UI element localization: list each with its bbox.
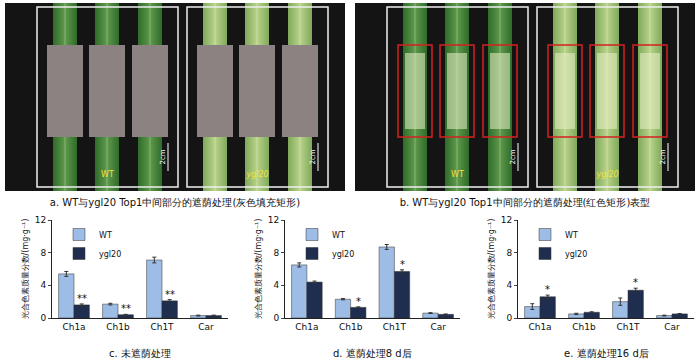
- svg-text:8: 8: [40, 248, 46, 258]
- svg-text:Car: Car: [664, 322, 680, 332]
- svg-text:*: *: [545, 284, 550, 295]
- svg-text:光合色素质量分数/(mg·g⁻¹): 光合色素质量分数/(mg·g⁻¹): [487, 219, 496, 320]
- svg-text:b. WT与ygl20 Top1中间部分的遮荫处理(红色矩形: b. WT与ygl20 Top1中间部分的遮荫处理(红色矩形)表型: [400, 197, 651, 208]
- svg-text:8: 8: [273, 248, 279, 258]
- svg-text:e. 遮荫处理16 d后: e. 遮荫处理16 d后: [564, 348, 649, 359]
- svg-text:WT: WT: [99, 231, 112, 240]
- svg-text:WT: WT: [565, 231, 578, 240]
- svg-text:WT: WT: [101, 170, 114, 179]
- svg-text:c. 未遮荫处理: c. 未遮荫处理: [109, 348, 171, 359]
- svg-text:Ch1b: Ch1b: [572, 322, 596, 332]
- svg-text:ygl20: ygl20: [595, 170, 618, 179]
- svg-text:ygl20: ygl20: [245, 170, 268, 179]
- svg-text:Ch1T: Ch1T: [150, 322, 174, 332]
- svg-text:2cm: 2cm: [659, 149, 667, 164]
- svg-text:Ch1T: Ch1T: [616, 322, 640, 332]
- svg-text:a. WT与ygl20 Top1中间部分的遮荫处理(灰色填充: a. WT与ygl20 Top1中间部分的遮荫处理(灰色填充矩形): [50, 197, 301, 208]
- svg-text:ygl20: ygl20: [565, 250, 587, 259]
- svg-text:ygl20: ygl20: [332, 250, 354, 259]
- svg-text:0: 0: [40, 313, 46, 323]
- svg-text:Ch1a: Ch1a: [62, 322, 85, 332]
- svg-text:d. 遮荫处理8 d后: d. 遮荫处理8 d后: [333, 348, 412, 359]
- svg-text:Ch1b: Ch1b: [339, 322, 363, 332]
- svg-text:12: 12: [35, 215, 46, 225]
- svg-text:ygl20: ygl20: [99, 250, 121, 259]
- svg-text:光合色素质量分数/(mg·g⁻¹): 光合色素质量分数/(mg·g⁻¹): [254, 219, 263, 320]
- svg-text:Ch1T: Ch1T: [383, 322, 407, 332]
- svg-text:**: **: [77, 293, 87, 304]
- svg-text:8: 8: [506, 248, 512, 258]
- svg-text:2cm: 2cm: [509, 149, 517, 164]
- svg-text:WT: WT: [332, 231, 345, 240]
- svg-text:光合色素质量分数/(mg·g⁻¹): 光合色素质量分数/(mg·g⁻¹): [21, 219, 30, 320]
- svg-text:0: 0: [506, 313, 512, 323]
- svg-text:*: *: [633, 277, 638, 288]
- svg-text:*: *: [356, 296, 361, 307]
- svg-text:**: **: [121, 303, 131, 314]
- svg-text:4: 4: [273, 280, 279, 290]
- svg-text:Ch1b: Ch1b: [106, 322, 130, 332]
- svg-text:12: 12: [268, 215, 279, 225]
- svg-text:WT: WT: [451, 170, 464, 179]
- svg-text:Car: Car: [430, 322, 446, 332]
- svg-text:12: 12: [501, 215, 512, 225]
- svg-text:4: 4: [506, 280, 512, 290]
- svg-text:4: 4: [40, 280, 46, 290]
- svg-text:Ch1a: Ch1a: [295, 322, 318, 332]
- svg-text:Car: Car: [198, 322, 214, 332]
- svg-text:Ch1a: Ch1a: [528, 322, 551, 332]
- svg-text:2cm: 2cm: [159, 149, 167, 164]
- svg-text:**: **: [165, 289, 175, 300]
- svg-text:0: 0: [273, 313, 279, 323]
- svg-text:*: *: [400, 259, 405, 270]
- svg-text:2cm: 2cm: [309, 149, 317, 164]
